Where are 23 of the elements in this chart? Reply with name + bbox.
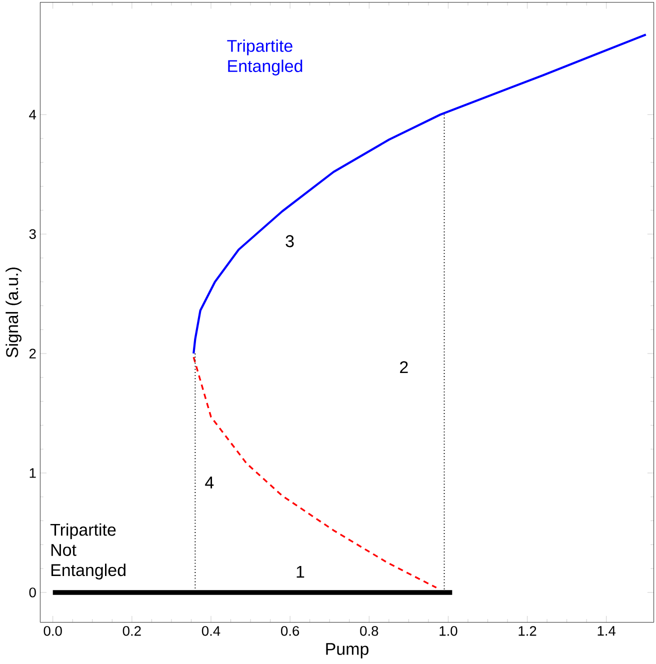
x-axis-title: Pump <box>326 643 368 658</box>
annotation: 1 <box>296 566 304 578</box>
x-tick-label: 0.4 <box>202 626 220 636</box>
x-tick-label: 0.2 <box>122 626 141 636</box>
x-tick-label: 0.0 <box>44 626 62 636</box>
x-tick-label: 1.4 <box>598 626 616 636</box>
x-tick-label: 0.8 <box>360 626 378 636</box>
y-tick-label: 1 <box>30 468 36 478</box>
x-tick-label: 0.6 <box>280 626 299 636</box>
annotation: 2 <box>400 361 408 374</box>
y-tick-label: 4 <box>29 110 36 120</box>
line-series <box>192 356 438 589</box>
y-tick-label: 2 <box>29 348 36 358</box>
annotation: 3 <box>286 235 294 248</box>
annotation: Tripartite Entangled <box>227 39 302 76</box>
y-tick-label: 0 <box>29 588 36 598</box>
line-series <box>192 34 647 355</box>
y-axis-title: Signal (a.u.) <box>6 268 22 358</box>
annotation: 4 <box>205 476 214 488</box>
x-tick-label: 1.0 <box>440 626 458 636</box>
annotation: Tripartite Not Entangled <box>50 523 126 580</box>
x-tick-label: 1.2 <box>518 626 536 636</box>
y-tick-label: 3 <box>29 229 36 239</box>
